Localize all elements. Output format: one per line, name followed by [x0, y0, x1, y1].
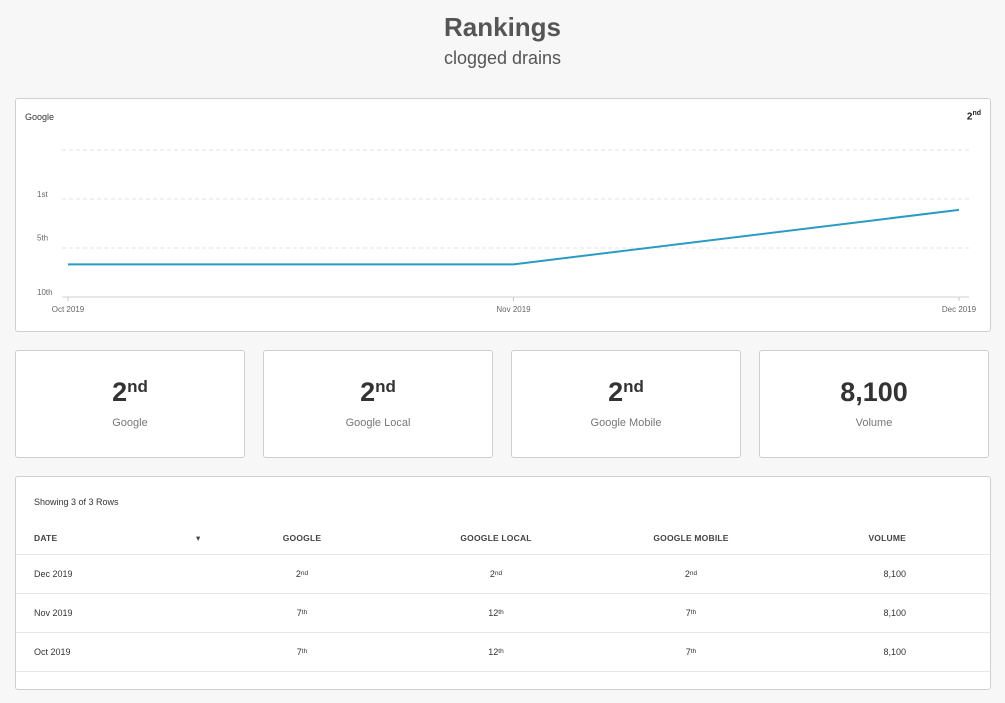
- stat-label: Google: [112, 417, 148, 429]
- stat-value-suffix: nd: [623, 377, 644, 396]
- cell-date: Oct 2019: [34, 647, 71, 657]
- chart-engine-label: Google: [25, 112, 55, 122]
- stat-value-suffix: nd: [375, 377, 396, 396]
- stat-label: Google Local: [345, 417, 411, 429]
- chart-current-rank-number: 2: [966, 111, 973, 123]
- stat-value: 2nd: [512, 377, 740, 408]
- stat-value: 2nd: [16, 377, 244, 408]
- cell-date: Nov 2019: [34, 608, 73, 618]
- cell-google-local-number: 12: [488, 647, 499, 657]
- column-header-google-mobile[interactable]: GOOGLE MOBILE: [653, 533, 729, 543]
- column-header-google[interactable]: GOOGLE: [282, 533, 322, 543]
- stat-value-number: 2: [608, 377, 624, 407]
- x-tick-label: Nov 2019: [496, 305, 531, 314]
- y-tick-label: 5th: [37, 234, 48, 243]
- y-tick-label: 1st: [37, 190, 48, 199]
- x-tick-label: Oct 2019: [52, 305, 85, 314]
- stat-value-number: 8,100: [840, 377, 908, 407]
- rows-count-info: Showing 3 of 3 Rows: [34, 497, 119, 507]
- cell-google-number: 2: [295, 569, 301, 579]
- cell-volume: 8,100: [883, 569, 906, 579]
- cell-date: Dec 2019: [34, 569, 73, 579]
- cell-google-number: 7: [296, 647, 302, 657]
- cell-google-local-number: 12: [488, 608, 499, 618]
- ranking-line-chart: 1st 5th 10th Oct 2019 Nov 2019 Dec 2019: [37, 149, 977, 314]
- stat-card-google-local: 2nd Google Local: [263, 350, 493, 458]
- sort-descending-icon[interactable]: ▾: [196, 532, 201, 543]
- table-header-row: DATE ▾ GOOGLE GOOGLE LOCAL GOOGLE MOBILE…: [16, 522, 990, 555]
- stat-label: Google Mobile: [590, 417, 662, 429]
- cell-volume: 8,100: [883, 647, 906, 657]
- column-header-date[interactable]: DATE: [34, 533, 58, 543]
- cell-volume: 8,100: [883, 608, 906, 618]
- column-header-volume[interactable]: VOLUME: [868, 533, 906, 543]
- cell-google-mobile-number: 7: [685, 647, 691, 657]
- keyword-subtitle: clogged drains: [443, 48, 562, 68]
- stat-label: Volume: [855, 417, 893, 429]
- cell-google-number: 7: [296, 608, 302, 618]
- stat-value: 8,100: [760, 377, 988, 408]
- stat-card-google: 2nd Google: [15, 350, 245, 458]
- stat-card-volume: 8,100 Volume: [759, 350, 989, 458]
- stat-value: 2nd: [264, 377, 492, 408]
- cell-google-mobile-number: 7: [685, 608, 691, 618]
- cell-google-mobile-number: 2: [684, 569, 690, 579]
- chart-current-rank: 2nd: [967, 110, 981, 122]
- stat-card-google-mobile: 2nd Google Mobile: [511, 350, 741, 458]
- rankings-table: DATE ▾ GOOGLE GOOGLE LOCAL GOOGLE MOBILE…: [16, 522, 990, 672]
- page-title: Rankings: [443, 12, 562, 42]
- column-header-google-local[interactable]: GOOGLE LOCAL: [460, 533, 532, 543]
- chart-current-rank-suffix: nd: [972, 110, 981, 117]
- stat-value-number: 2: [360, 377, 376, 407]
- stat-value-number: 2: [112, 377, 128, 407]
- rankings-table-panel: Showing 3 of 3 Rows DATE ▾ GOOGLE GOOGLE…: [15, 476, 991, 690]
- x-tick-label: Dec 2019: [942, 305, 977, 314]
- ranking-chart-panel: 1st 5th 10th Oct 2019 Nov 2019 Dec 2019 Googl…: [15, 98, 991, 332]
- series-line: [68, 208, 960, 266]
- y-tick-label: 10th: [37, 288, 53, 297]
- cell-google-local-number: 2: [489, 569, 495, 579]
- stat-value-suffix: nd: [127, 377, 148, 396]
